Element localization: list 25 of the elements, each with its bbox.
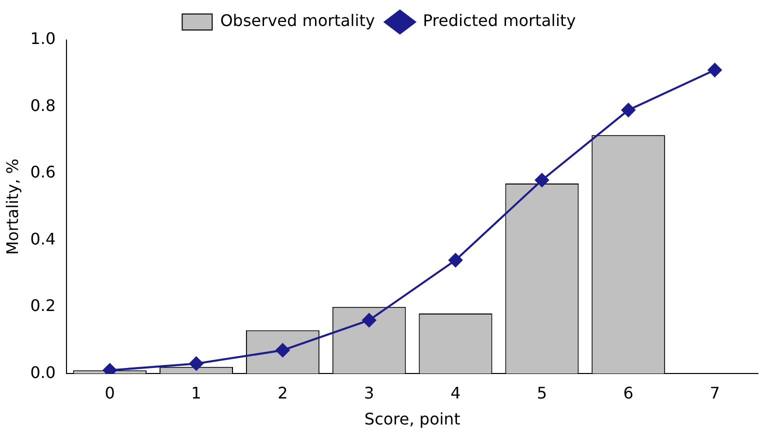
point (621, 103, 636, 118)
point (708, 63, 722, 78)
y-tick-label: 0.4 (30, 229, 56, 248)
y-tick-label: 1.0 (30, 29, 56, 48)
x-axis-title: Score, point (364, 410, 460, 429)
y-tick-label: 0.2 (30, 296, 56, 316)
x-tick-label: 6 (623, 383, 634, 402)
point (276, 343, 290, 358)
x-tick-label: 7 (710, 383, 720, 402)
point (189, 356, 204, 371)
y-tick-label: 0.6 (30, 162, 56, 182)
point (448, 253, 463, 268)
point (534, 173, 549, 188)
x-tick-label: 0 (104, 383, 115, 402)
x-tick-label: 3 (364, 383, 374, 402)
x-tick-label: 4 (450, 383, 461, 402)
x-tick-label: 1 (191, 383, 202, 402)
point (362, 313, 376, 328)
legend-label: Observed mortality (220, 11, 375, 30)
y-tick-label: 0.0 (30, 362, 56, 382)
x-tick-label: 5 (536, 383, 548, 402)
legend-label: Predicted mortality (422, 11, 576, 30)
y-tick-label: 0.8 (30, 96, 56, 115)
y-axis-title: Mortality, % (2, 158, 22, 255)
x-tick-label: 2 (278, 383, 288, 402)
